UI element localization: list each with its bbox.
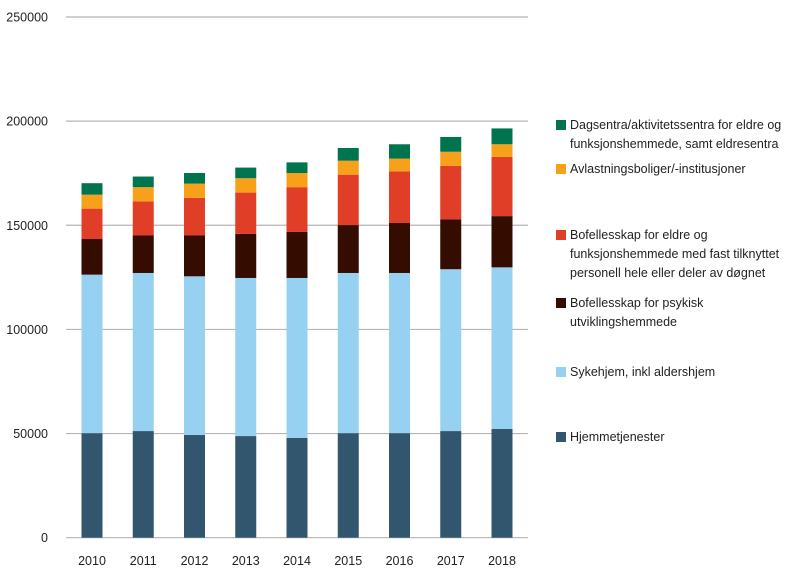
- bar-segment: [491, 144, 513, 157]
- bar-segment: [491, 128, 513, 145]
- bar-segment: [235, 277, 257, 437]
- bar-segment: [81, 274, 103, 434]
- bar-segment: [132, 176, 154, 188]
- bar-segment: [286, 162, 308, 174]
- bar-segment: [132, 431, 154, 538]
- legend-label: Sykehjem, inkl aldershjem: [570, 365, 716, 379]
- legend-item: Dagsentra/aktivitetssentra for eldre og …: [556, 116, 800, 154]
- bar-segment: [337, 174, 359, 226]
- bar-segment: [337, 148, 359, 161]
- bar-segment: [440, 136, 462, 152]
- x-tick-label: 2015: [334, 554, 362, 568]
- bar-segment: [337, 225, 359, 273]
- bar-segment: [286, 437, 308, 538]
- x-tick-label: 2011: [130, 554, 157, 568]
- bar-segment: [184, 276, 205, 436]
- legend-swatch: [556, 432, 566, 442]
- y-tick-label: 0: [41, 531, 48, 545]
- bar-segment: [184, 173, 205, 184]
- x-tick-label: 2012: [181, 554, 209, 568]
- bar-segment: [184, 197, 205, 236]
- bar-segment: [132, 272, 154, 432]
- bar-segment: [235, 192, 257, 234]
- x-tick-label: 2018: [488, 554, 516, 568]
- legend-item: Avlastningsboliger/-institusjoner: [556, 160, 800, 179]
- bar-segment: [389, 222, 410, 273]
- x-tick-label: 2013: [232, 554, 260, 568]
- bar-segment: [286, 173, 308, 188]
- bar-segment: [235, 436, 257, 538]
- bar-segment: [81, 239, 103, 275]
- bar-segment: [440, 151, 462, 166]
- legend-swatch: [556, 120, 566, 130]
- legend-label: Hjemmetjenester: [570, 430, 665, 444]
- bar-segment: [235, 178, 257, 193]
- legend-label: Bofellesskap for psykisk utviklingshemme…: [570, 296, 704, 329]
- bar-segment: [389, 433, 410, 538]
- legend-swatch: [556, 298, 566, 308]
- bar-segment: [440, 431, 462, 538]
- bar-segment: [491, 428, 513, 538]
- bar-segment: [491, 216, 513, 268]
- bar-segment: [132, 187, 154, 202]
- y-tick-label: 250000: [6, 11, 48, 25]
- bar-segment: [440, 269, 462, 432]
- legend-label: Dagsentra/aktivitetssentra for eldre og …: [570, 118, 782, 151]
- bar-segment: [389, 144, 410, 159]
- y-tick-label: 100000: [6, 323, 48, 337]
- bar-segment: [81, 208, 103, 240]
- bar-segment: [81, 433, 103, 538]
- bar-segment: [81, 183, 103, 195]
- bar-segment: [389, 158, 410, 172]
- legend-label: Avlastningsboliger/-institusjoner: [570, 162, 746, 176]
- bar-segment: [389, 272, 410, 434]
- bar-segment: [235, 167, 257, 179]
- y-tick-label: 150000: [6, 219, 48, 233]
- legend-swatch: [556, 367, 566, 377]
- legend: Dagsentra/aktivitetssentra for eldre og …: [556, 0, 800, 579]
- bar-segment: [337, 160, 359, 175]
- legend-item: Sykehjem, inkl aldershjem: [556, 363, 800, 382]
- legend-label: Bofellesskap for eldre og funksjonshemme…: [570, 228, 780, 280]
- legend-item: Bofellesskap for psykisk utviklingshemme…: [556, 294, 800, 332]
- x-tick-label: 2016: [386, 554, 414, 568]
- bar-segment: [81, 194, 103, 209]
- bar-segment: [132, 235, 154, 273]
- bar-segment: [184, 183, 205, 198]
- y-tick-label: 50000: [13, 427, 48, 441]
- bar-segment: [491, 267, 513, 429]
- bar-segment: [440, 165, 462, 220]
- bar-segment: [184, 235, 205, 277]
- x-tick-label: 2014: [283, 554, 311, 568]
- bar-segment: [184, 435, 205, 538]
- bar-segment: [337, 272, 359, 434]
- bar-segment: [440, 219, 462, 270]
- bar-segment: [491, 156, 513, 217]
- bar-segment: [235, 233, 257, 278]
- bar-segment: [286, 231, 308, 278]
- bar-segment: [389, 171, 410, 223]
- legend-swatch: [556, 230, 566, 240]
- bar-segment: [286, 187, 308, 232]
- bar-segment: [337, 433, 359, 538]
- x-tick-label: 2010: [78, 554, 106, 568]
- y-tick-label: 200000: [6, 115, 48, 129]
- legend-item: Bofellesskap for eldre og funksjonshemme…: [556, 226, 800, 283]
- bar-segment: [132, 201, 154, 236]
- legend-swatch: [556, 164, 566, 174]
- x-tick-label: 2017: [437, 554, 465, 568]
- bar-segment: [286, 277, 308, 438]
- legend-item: Hjemmetjenester: [556, 428, 800, 447]
